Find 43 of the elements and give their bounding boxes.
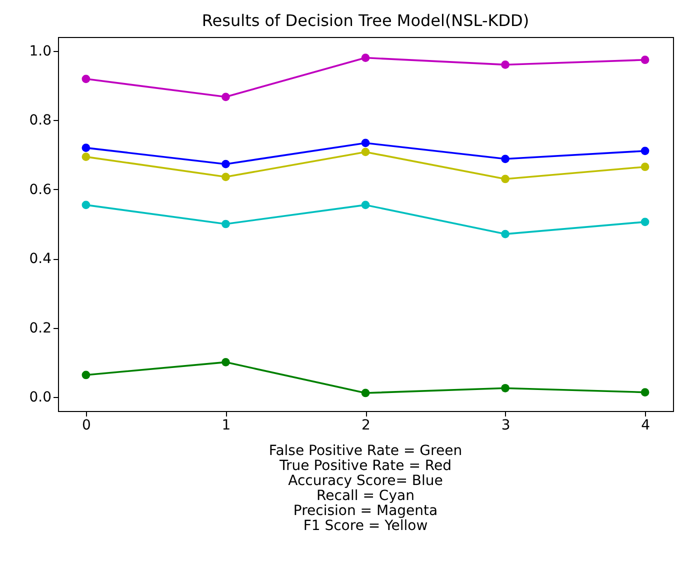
y-tick-label: 0.6 xyxy=(29,182,52,198)
point xyxy=(82,144,90,152)
point xyxy=(222,160,230,168)
point xyxy=(501,230,510,238)
point xyxy=(222,220,230,228)
x-tick-label: 1 xyxy=(222,418,231,434)
point xyxy=(82,152,90,161)
text: Precision = Magenta xyxy=(292,503,439,519)
point xyxy=(501,154,510,164)
point xyxy=(640,388,650,396)
point xyxy=(501,384,510,392)
point xyxy=(640,162,650,172)
point xyxy=(222,358,230,366)
point xyxy=(361,54,370,62)
y-tick-label: 1.0 xyxy=(29,43,52,60)
text: F1 Score = Yellow xyxy=(302,518,429,534)
point xyxy=(222,172,230,182)
point xyxy=(501,174,510,184)
point xyxy=(82,200,90,210)
y-tick-label: 0.4 xyxy=(29,251,52,268)
x-tick-label: 2 xyxy=(362,418,370,434)
text: False Positive Rate = Green xyxy=(268,443,464,459)
point xyxy=(640,56,650,64)
text: Accuracy Score= Blue xyxy=(287,473,444,489)
y-tick-label: 0.0 xyxy=(29,390,52,406)
x-tick-label: 3 xyxy=(501,418,510,434)
point xyxy=(361,138,370,148)
point xyxy=(222,92,230,102)
point xyxy=(501,60,510,69)
y-tick-label: 0.8 xyxy=(29,112,52,129)
chart-title: Results of Decision Tree Model(NSL-KDD) xyxy=(202,11,530,30)
x-tick-label: 0 xyxy=(82,418,91,434)
text: True Positive Rate = Red xyxy=(278,458,452,474)
point xyxy=(361,200,370,210)
point xyxy=(640,218,650,226)
point xyxy=(82,74,90,84)
text: Recall = Cyan xyxy=(316,488,416,504)
y-tick-label: 0.2 xyxy=(29,320,52,336)
point xyxy=(82,370,90,380)
point xyxy=(361,388,370,398)
x-tick-label: 4 xyxy=(641,418,650,434)
point xyxy=(361,148,370,156)
point xyxy=(640,146,650,156)
